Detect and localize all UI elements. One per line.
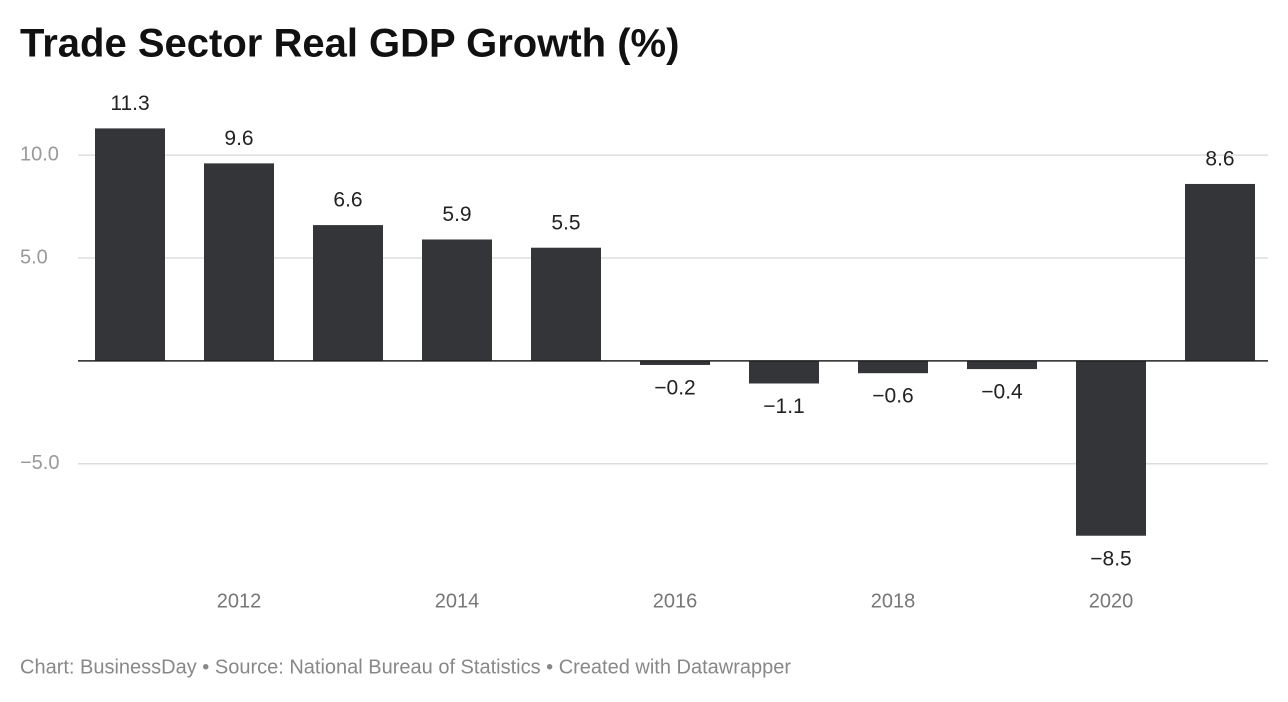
x-tick-label: 2014 (435, 590, 480, 612)
bar (858, 360, 928, 374)
value-label: 6.6 (333, 189, 362, 212)
y-tick-label: −5.0 (20, 452, 59, 474)
bar (1185, 183, 1255, 361)
x-tick-label: 2018 (871, 590, 916, 612)
value-label: 11.3 (110, 92, 149, 115)
bar (1076, 360, 1146, 536)
bar (640, 360, 710, 365)
y-tick-label: 10.0 (20, 143, 59, 165)
x-tick-label: 2016 (653, 590, 698, 612)
value-label: −0.4 (981, 381, 1023, 404)
footer: Chart: BusinessDay • Source: National Bu… (20, 656, 791, 678)
y-tick-label: 5.0 (20, 246, 48, 268)
x-tick-label: 2020 (1089, 590, 1134, 612)
value-label: −0.6 (872, 385, 913, 408)
bar (95, 128, 165, 361)
bar (313, 225, 383, 361)
bar (967, 360, 1037, 370)
value-label: 5.9 (442, 203, 471, 226)
value-label: −8.5 (1090, 547, 1131, 570)
value-label: −0.2 (654, 377, 695, 400)
value-label: 5.5 (551, 211, 580, 234)
bar (531, 247, 601, 361)
bar (204, 163, 274, 361)
chart-title: Trade Sector Real GDP Growth (%) (20, 22, 679, 66)
bar (422, 239, 492, 361)
bar (749, 360, 819, 384)
x-tick-label: 2012 (217, 590, 262, 612)
value-label: 9.6 (224, 127, 253, 150)
value-label: −1.1 (763, 395, 804, 418)
value-label: 8.6 (1205, 147, 1234, 170)
